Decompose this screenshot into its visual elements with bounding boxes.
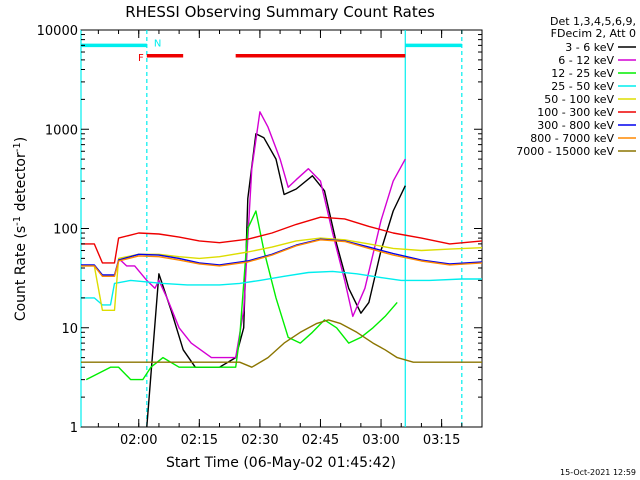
y-tick-label: 100 — [53, 223, 78, 238]
chart-title: RHESSI Observing Summary Count Rates — [125, 3, 435, 21]
series-lines — [81, 111, 483, 428]
series-line-8 — [81, 239, 483, 277]
y-tick-label: 10000 — [37, 24, 78, 39]
series-line-6 — [81, 216, 483, 264]
y-tick-label: 10 — [61, 322, 78, 337]
vertical-markers — [80, 30, 463, 427]
legend: Det 1,3,4,5,6,9,FDecim 2, Att 03 - 6 keV… — [516, 15, 636, 158]
state-bars: FN — [81, 38, 462, 64]
plot-frame — [80, 29, 483, 428]
timestamp: 15-Oct-2021 12:59 — [560, 468, 636, 477]
x-tick-label: 02:00 — [120, 433, 157, 448]
legend-header: Det 1,3,4,5,6,9, — [550, 15, 636, 28]
legend-entry-label: 3 - 6 keV — [565, 41, 614, 54]
x-tick-label: 02:30 — [241, 433, 278, 448]
x-axis-ticks: 02:00 02:15 02:30 02:45 03:00 03:15 — [97, 30, 483, 448]
state-bar-label: F — [138, 53, 144, 64]
legend-entry-label: 7000 - 15000 keV — [516, 145, 614, 158]
y-tick-label: 1000 — [45, 123, 78, 138]
legend-header: FDecim 2, Att 0 — [551, 27, 636, 40]
legend-entry-label: 100 - 300 keV — [537, 106, 614, 119]
y-axis-label: Count Rate (s-1 detector-1) — [12, 137, 29, 321]
legend-entry-label: 25 - 50 keV — [551, 80, 614, 93]
x-axis-label: Start Time (06-May-02 01:45:42) — [166, 455, 396, 471]
legend-entry-label: 6 - 12 keV — [558, 54, 614, 67]
y-axis-ticks: 1 10 100 1000 10000 — [37, 24, 482, 436]
y-tick-label: 1 — [70, 421, 78, 436]
series-line-2 — [118, 111, 406, 359]
series-line-4 — [81, 270, 482, 306]
x-tick-label: 03:15 — [423, 433, 460, 448]
series-line-9 — [81, 319, 482, 368]
series-line-3 — [85, 210, 398, 381]
legend-entry-label: 50 - 100 keV — [544, 93, 614, 106]
legend-entry-label: 12 - 25 keV — [551, 67, 614, 80]
x-tick-label: 03:00 — [362, 433, 399, 448]
legend-entry-label: 300 - 800 keV — [537, 119, 614, 132]
series-line-5 — [81, 237, 483, 311]
series-line-1 — [146, 133, 406, 428]
state-marker-label: N — [154, 38, 161, 49]
x-tick-label: 02:45 — [302, 433, 339, 448]
legend-entry-label: 800 - 7000 keV — [530, 132, 614, 145]
x-tick-label: 02:15 — [181, 433, 218, 448]
